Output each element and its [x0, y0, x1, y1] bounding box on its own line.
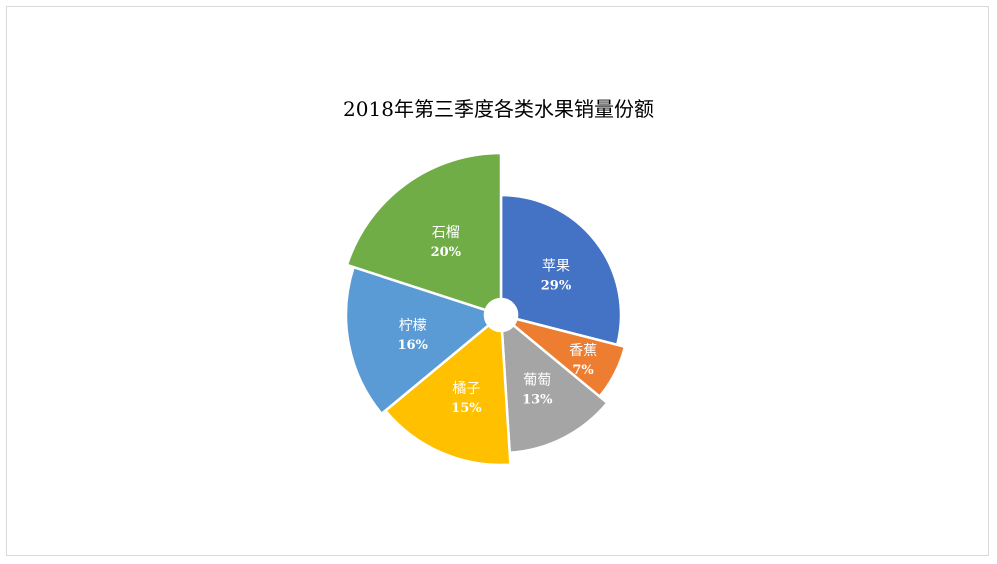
- pie-labels: 苹果 29% 香蕉 7% 葡萄 13% 橘子 15% 柠檬 16% 石榴 20%: [397, 225, 597, 416]
- slice-value-label: 29%: [541, 278, 572, 293]
- pie-slice-5[interactable]: [344, 265, 491, 416]
- slice-value-label: 7%: [572, 363, 594, 378]
- slice-value-label: 20%: [431, 245, 462, 260]
- pie-slice-1[interactable]: [499, 193, 623, 347]
- slice-category-label: 石榴: [432, 225, 460, 241]
- pie-slice-3[interactable]: [500, 323, 610, 455]
- slice-category-label: 柠檬: [399, 318, 427, 334]
- slice-category-label: 橘子: [452, 381, 480, 397]
- chart-title: 2018年第三季度各类水果销量份额: [343, 97, 654, 121]
- slice-category-label: 葡萄: [523, 372, 551, 388]
- pie-slices: [344, 151, 627, 467]
- slice-category-label: 苹果: [542, 258, 570, 274]
- slice-value-label: 13%: [522, 392, 553, 407]
- slice-value-label: 15%: [451, 401, 482, 416]
- pie-slice-6[interactable]: [345, 151, 503, 312]
- pie-slice-4[interactable]: [383, 323, 512, 467]
- slice-category-label: 香蕉: [569, 343, 597, 359]
- slice-value-label: 16%: [397, 338, 428, 353]
